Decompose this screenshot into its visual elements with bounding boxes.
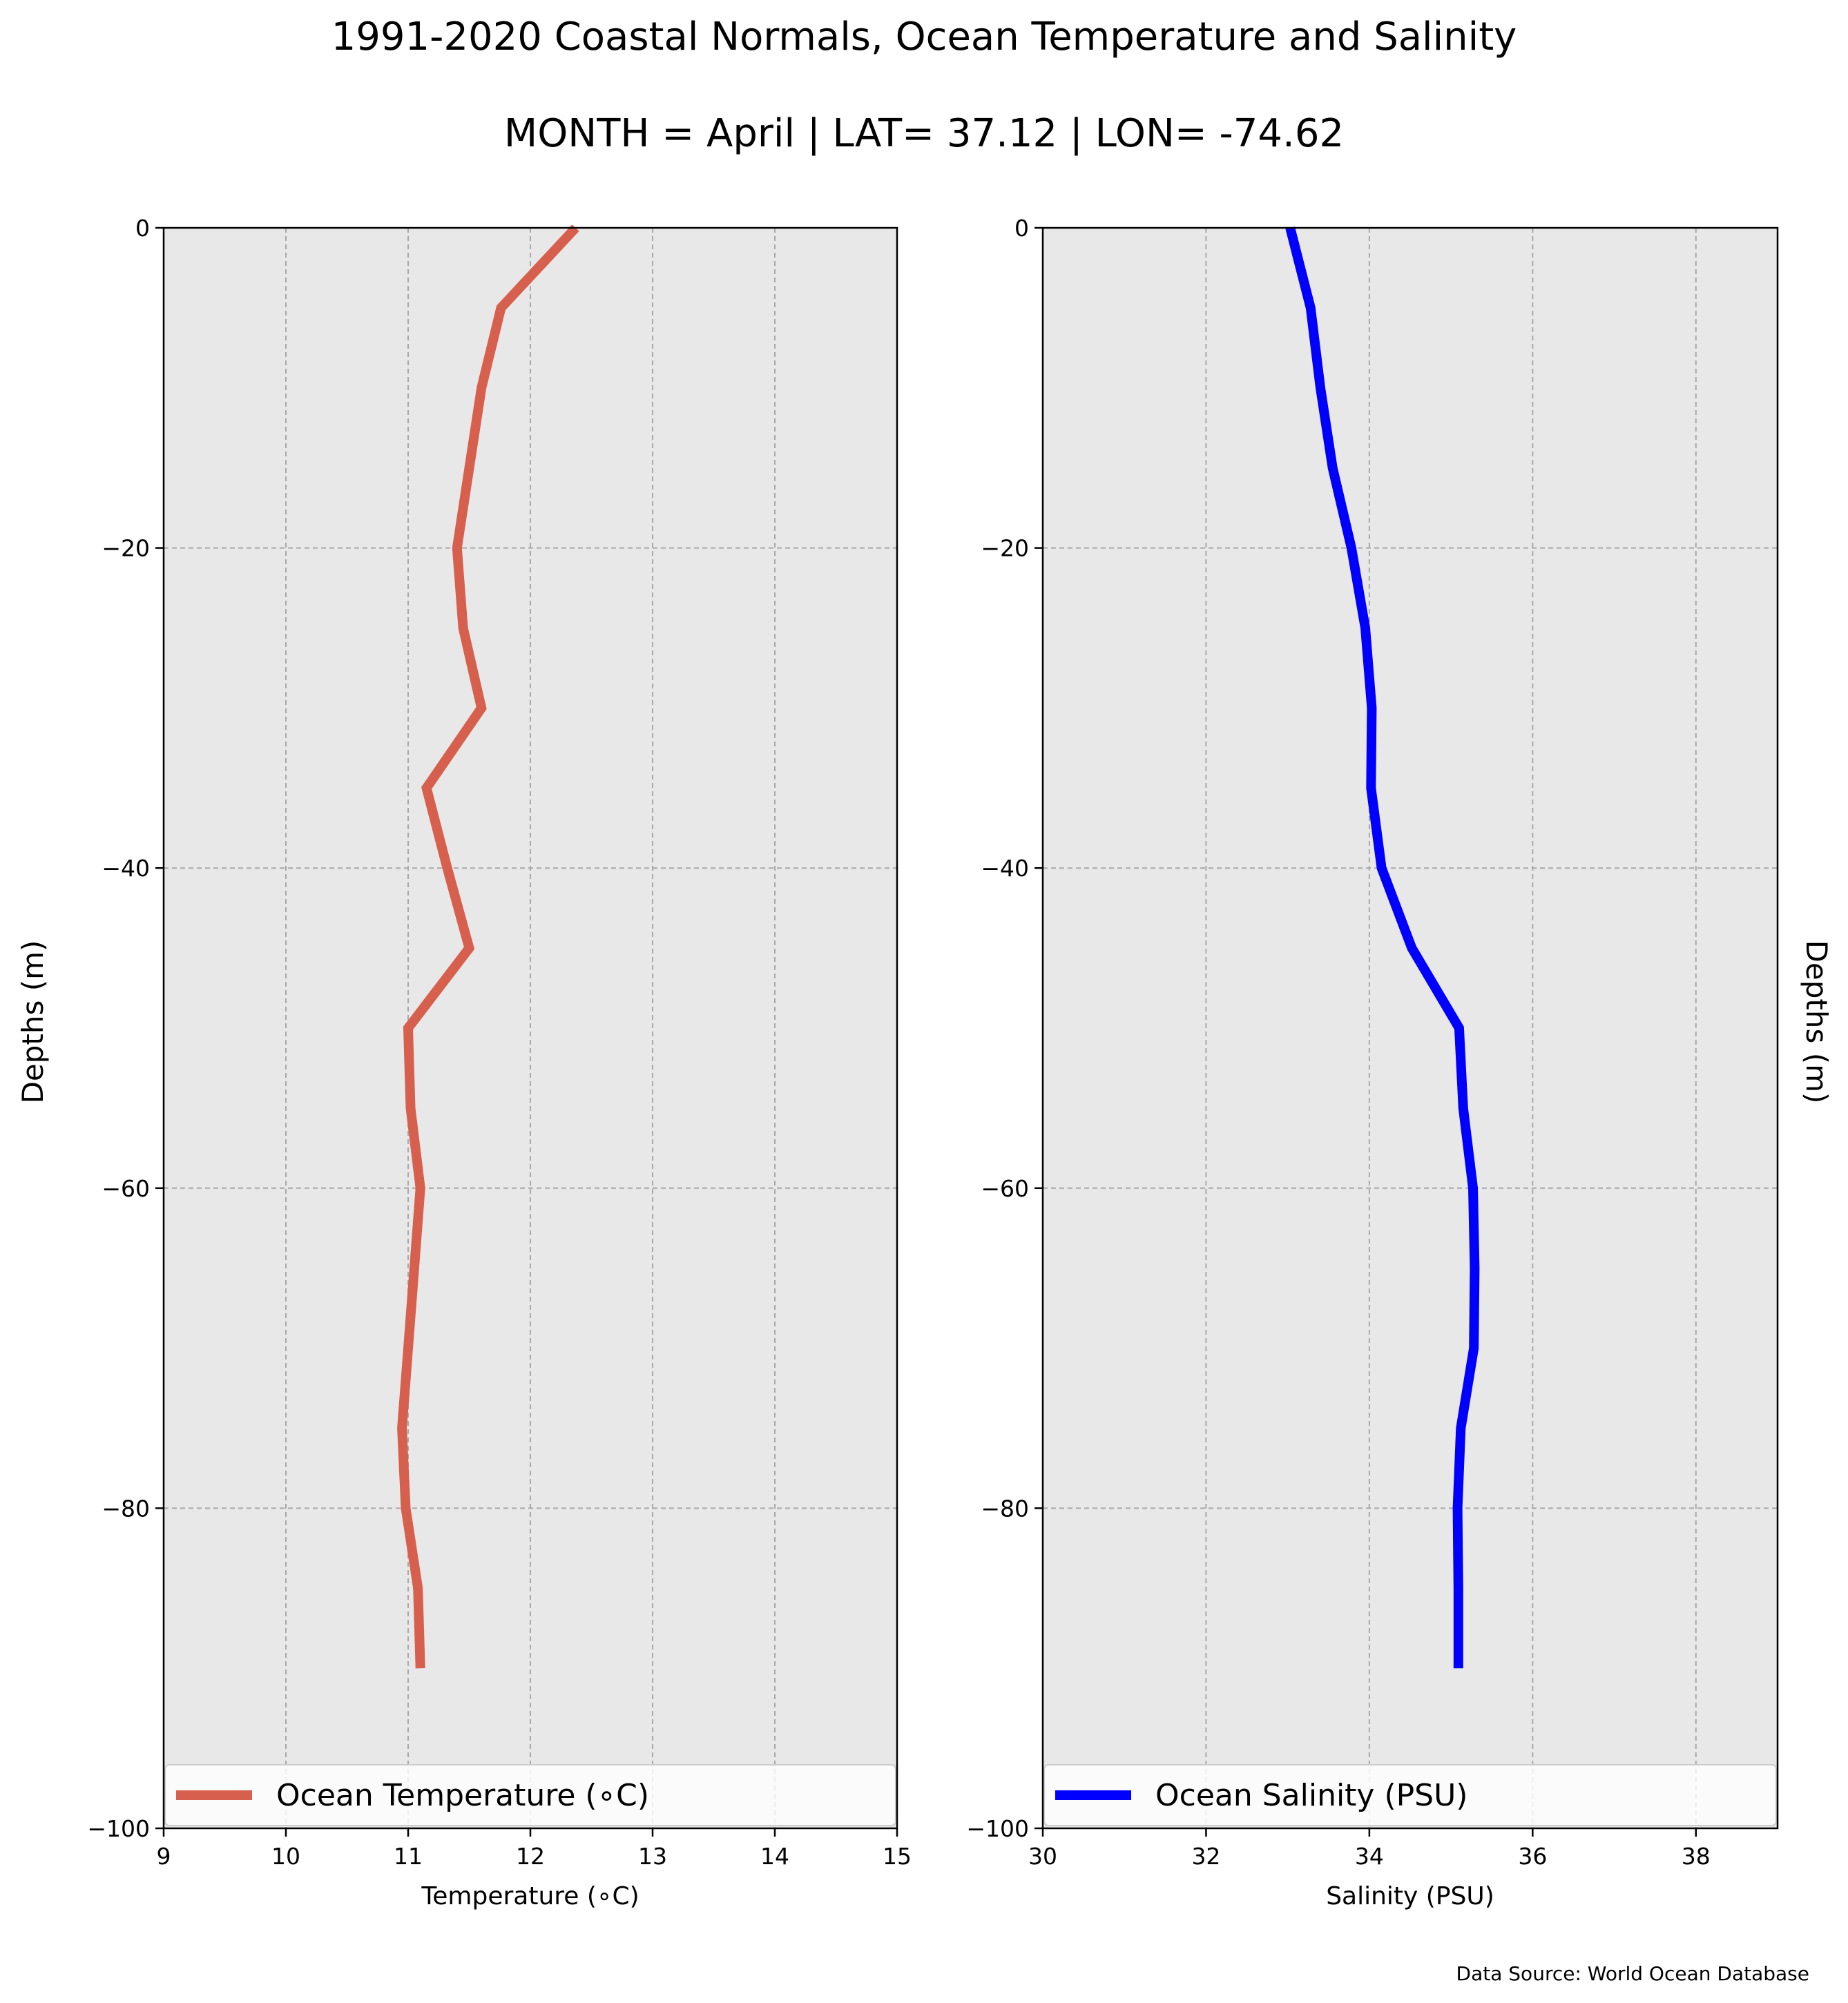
x-axis-label: Salinity (PSU) [1326,1882,1494,1910]
salinity-panel: Ocean Salinity (PSU) 30 32 34 36 38 0 −20 −40 −60… [966,215,1779,1910]
x-tick-label: 34 [1355,1843,1384,1870]
y-tick-label: −40 [102,855,150,882]
legend-label: Ocean Temperature (∘C) [276,1778,649,1813]
chart-subtitle: MONTH = April | LAT= 37.12 | LON= -74.62 [504,111,1344,156]
x-tick-label: 30 [1028,1843,1057,1870]
x-tick-label: 13 [638,1843,667,1870]
y-tick-label: −20 [102,535,150,562]
chart-title: 1991-2020 Coastal Normals, Ocean Tempera… [331,14,1517,59]
legend-frame [1043,1764,1777,1826]
x-tick-label: 11 [394,1843,423,1870]
x-tick-label: 32 [1191,1843,1220,1870]
y-tick-label: −80 [102,1495,150,1522]
x-tick-label: 14 [760,1843,789,1870]
y-tick-label: −40 [981,855,1029,882]
y-tick-label: −20 [981,535,1029,562]
x-tick-label: 9 [157,1843,171,1870]
y-tick-label: −60 [102,1175,150,1202]
y-tick-label: 0 [1014,215,1029,242]
series-line-0 [397,224,579,1669]
x-tick-label: 15 [883,1843,912,1870]
x-axis-label: Temperature (∘C) [421,1882,639,1910]
y-tick-label: −60 [981,1175,1029,1202]
left-y-axis-label: Depths (m) [16,940,50,1104]
legend-frame [164,1764,896,1826]
temperature-panel: Ocean Temperature (∘C) 9 10 11 12 13 14 15 0 −20 −… [87,215,912,1910]
right-y-axis-label: Depths (m) [1800,940,1833,1104]
axes-frame [1041,226,1779,1830]
x-tick-label: 36 [1518,1843,1547,1870]
y-tick-label: 0 [135,215,150,242]
x-tick-label: 10 [271,1843,300,1870]
legend: Ocean Temperature (∘C) [164,1764,896,1826]
y-tick-label: −100 [966,1815,1029,1842]
legend: Ocean Salinity (PSU) [1043,1764,1777,1826]
x-tick-label: 38 [1682,1843,1711,1870]
series-line-0 [1285,226,1480,1669]
legend-label: Ocean Salinity (PSU) [1155,1778,1467,1813]
data-source-note: Data Source: World Ocean Database [1456,1962,1809,1985]
y-tick-label: −100 [87,1815,150,1842]
plot-area [1043,228,1778,1828]
y-tick-label: −80 [981,1495,1029,1522]
x-tick-label: 12 [516,1843,545,1870]
